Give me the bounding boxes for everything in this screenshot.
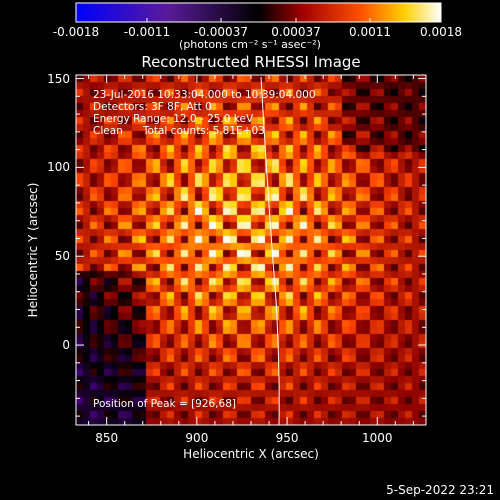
timestamp: 5-Sep-2022 23:21 (386, 483, 494, 497)
y-tick-label: 150 (47, 71, 70, 86)
annotation-peak: Position of Peak = [926,68] (93, 398, 237, 410)
colorbar (75, 2, 442, 23)
colorbar-tick-label: 0.0011 (349, 25, 392, 39)
x-tick-label: 900 (185, 431, 209, 445)
y-tick-label: 50 (54, 249, 70, 264)
colorbar-tick-label: 0.0018 (420, 25, 462, 39)
y-axis-label: Heliocentric Y (arcsec) (26, 182, 40, 318)
x-axis-label: Heliocentric X (arcsec) (183, 447, 319, 461)
colorbar-tick-label: -0.0018 (52, 25, 100, 39)
annotation-detectors: Detectors: 3F 8F, Att 0 (93, 101, 212, 113)
annotation-counts: Clean Total counts: 5.81E+03 (93, 125, 265, 137)
annotation-energy: Energy Range: 12.0 - 25.0 keV (93, 113, 254, 125)
x-tick-label: 950 (275, 431, 299, 445)
colorbar-tick-label: 0.00037 (271, 25, 321, 39)
x-tick-label: 850 (95, 431, 119, 445)
colorbar-tick-label: -0.00037 (194, 25, 248, 39)
heatmap-image (76, 75, 426, 425)
y-tick-label: 0 (62, 338, 70, 353)
y-tick-labels: 0 50 100 150 (0, 0, 70, 500)
x-tick-labels: 850 900 950 1000 (0, 431, 500, 445)
colorbar-tick-labels: -0.0018 -0.0011 -0.00037 0.00037 0.0011 0.001… (0, 25, 500, 39)
colorbar-unit-label: (photons cm⁻² s⁻¹ asec⁻²) (179, 38, 321, 51)
limb-line (260, 76, 280, 426)
colorbar-tick-label: -0.0011 (123, 25, 171, 39)
plot-title: Reconstructed RHESSI Image (141, 53, 361, 71)
y-tick-label: 100 (47, 160, 70, 175)
annotation-time: 23-Jul-2016 10:33:04.000 to 10:39:04.000 (93, 89, 316, 101)
x-tick-label: 1000 (362, 431, 393, 445)
